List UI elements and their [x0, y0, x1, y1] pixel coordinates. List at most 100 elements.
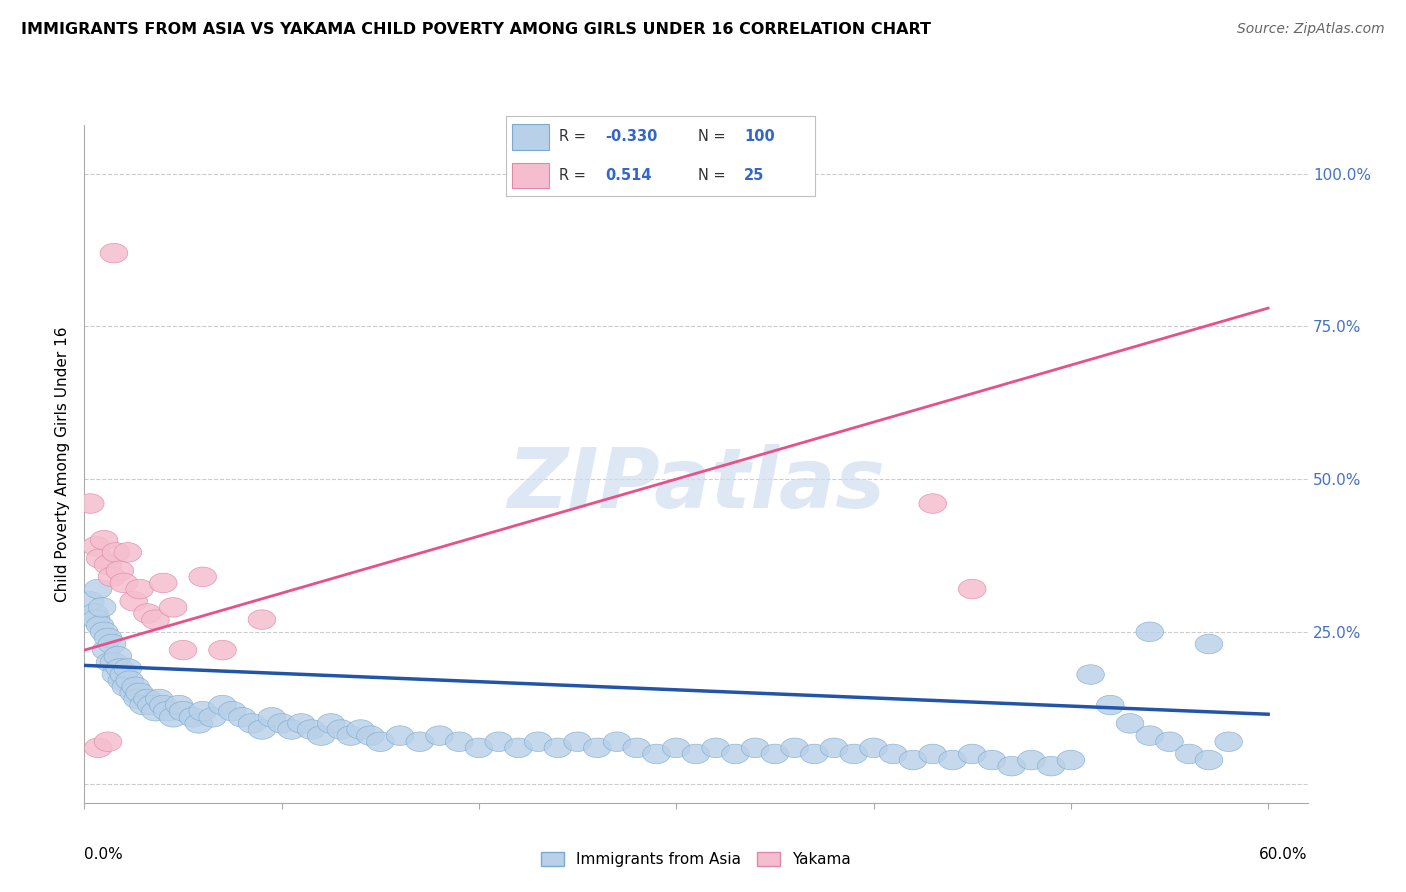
Ellipse shape [100, 244, 128, 263]
Ellipse shape [959, 579, 986, 599]
Ellipse shape [1077, 665, 1104, 684]
Ellipse shape [86, 615, 114, 635]
Ellipse shape [103, 665, 129, 684]
Ellipse shape [1215, 732, 1243, 751]
Text: 25: 25 [744, 168, 765, 183]
Ellipse shape [94, 628, 122, 648]
Ellipse shape [134, 690, 162, 709]
Ellipse shape [208, 640, 236, 660]
Ellipse shape [298, 720, 325, 739]
Ellipse shape [998, 756, 1025, 776]
Ellipse shape [98, 567, 125, 587]
Ellipse shape [257, 707, 285, 727]
Ellipse shape [780, 738, 808, 757]
Text: -0.330: -0.330 [605, 129, 658, 145]
Text: 60.0%: 60.0% [1260, 847, 1308, 862]
Ellipse shape [643, 744, 671, 764]
Text: R =: R = [558, 129, 591, 145]
Ellipse shape [159, 707, 187, 727]
Ellipse shape [93, 640, 120, 660]
Ellipse shape [247, 610, 276, 630]
Ellipse shape [959, 744, 986, 764]
Ellipse shape [186, 714, 212, 733]
Ellipse shape [120, 591, 148, 611]
Ellipse shape [108, 671, 135, 690]
Ellipse shape [1097, 695, 1125, 714]
Ellipse shape [76, 591, 104, 611]
Ellipse shape [89, 598, 115, 617]
Ellipse shape [238, 714, 266, 733]
Ellipse shape [159, 598, 187, 617]
Ellipse shape [105, 658, 134, 678]
Ellipse shape [146, 690, 173, 709]
Ellipse shape [583, 738, 612, 757]
Ellipse shape [1195, 750, 1223, 770]
Ellipse shape [1136, 622, 1164, 641]
Ellipse shape [1116, 714, 1144, 733]
Ellipse shape [134, 604, 162, 624]
Ellipse shape [94, 732, 122, 751]
Ellipse shape [100, 653, 128, 672]
Ellipse shape [337, 726, 364, 746]
Ellipse shape [357, 726, 384, 746]
Ellipse shape [406, 732, 433, 751]
Ellipse shape [105, 561, 134, 581]
Ellipse shape [114, 658, 142, 678]
FancyBboxPatch shape [512, 124, 550, 150]
Text: N =: N = [697, 168, 730, 183]
Ellipse shape [1057, 750, 1084, 770]
Ellipse shape [1018, 750, 1045, 770]
Ellipse shape [741, 738, 769, 757]
Ellipse shape [169, 701, 197, 721]
Ellipse shape [84, 579, 112, 599]
Ellipse shape [465, 738, 492, 757]
Ellipse shape [446, 732, 472, 751]
Ellipse shape [125, 579, 153, 599]
Ellipse shape [112, 677, 139, 697]
Ellipse shape [110, 665, 138, 684]
Text: 0.0%: 0.0% [84, 847, 124, 862]
Text: IMMIGRANTS FROM ASIA VS YAKAMA CHILD POVERTY AMONG GIRLS UNDER 16 CORRELATION CH: IMMIGRANTS FROM ASIA VS YAKAMA CHILD POV… [21, 22, 931, 37]
Ellipse shape [288, 714, 315, 733]
Ellipse shape [110, 574, 138, 592]
Ellipse shape [198, 707, 226, 727]
Ellipse shape [505, 738, 533, 757]
Ellipse shape [124, 690, 152, 709]
Ellipse shape [328, 720, 354, 739]
Ellipse shape [820, 738, 848, 757]
Ellipse shape [142, 610, 169, 630]
Ellipse shape [682, 744, 710, 764]
Ellipse shape [859, 738, 887, 757]
Ellipse shape [247, 720, 276, 739]
Ellipse shape [367, 732, 394, 751]
Ellipse shape [96, 653, 124, 672]
Ellipse shape [188, 701, 217, 721]
Ellipse shape [1038, 756, 1064, 776]
Ellipse shape [1175, 744, 1204, 764]
Ellipse shape [1136, 726, 1164, 746]
Ellipse shape [76, 494, 104, 513]
Text: Source: ZipAtlas.com: Source: ZipAtlas.com [1237, 22, 1385, 37]
Ellipse shape [129, 695, 157, 714]
Ellipse shape [544, 738, 572, 757]
Ellipse shape [603, 732, 631, 751]
FancyBboxPatch shape [512, 162, 550, 188]
Ellipse shape [149, 695, 177, 714]
Ellipse shape [278, 720, 305, 739]
Ellipse shape [103, 542, 129, 562]
Ellipse shape [228, 707, 256, 727]
Ellipse shape [188, 567, 217, 587]
Ellipse shape [318, 714, 344, 733]
Ellipse shape [721, 744, 749, 764]
Ellipse shape [662, 738, 690, 757]
Ellipse shape [149, 574, 177, 592]
Ellipse shape [179, 707, 207, 727]
Ellipse shape [115, 671, 143, 690]
Ellipse shape [90, 622, 118, 641]
Ellipse shape [269, 714, 295, 733]
Ellipse shape [86, 549, 114, 568]
Ellipse shape [166, 695, 193, 714]
Ellipse shape [104, 647, 132, 666]
Ellipse shape [120, 683, 148, 703]
Ellipse shape [800, 744, 828, 764]
